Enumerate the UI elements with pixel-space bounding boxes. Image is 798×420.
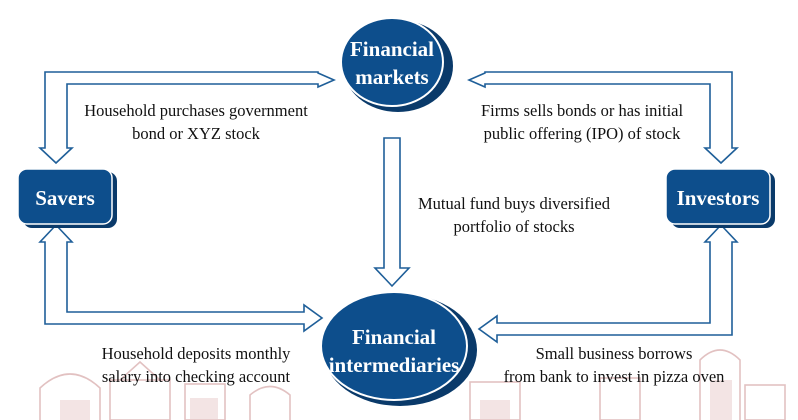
edge-label-markets-investors-line2: public offering (IPO) of stock — [484, 124, 681, 143]
edge-label-savers-markets-line2: bond or XYZ stock — [132, 124, 261, 143]
node-financial-intermediaries: Financial intermediaries — [320, 291, 477, 406]
edge-label-markets-intermediaries: Mutual fund buys diversified portfolio o… — [418, 194, 611, 236]
edge-label-intermediaries-investors-line2: from bank to invest in pizza oven — [504, 367, 725, 386]
edge-label-intermediaries-investors-line1: Small business borrows — [536, 344, 693, 363]
node-investors-label: Investors — [677, 186, 760, 210]
edge-label-savers-markets: Household purchases government bond or X… — [84, 101, 308, 143]
node-financial-markets-line2: markets — [355, 65, 428, 89]
watermark-skyline-fill — [60, 380, 732, 420]
edge-label-intermediaries-investors: Small business borrows from bank to inve… — [504, 344, 725, 386]
node-financial-markets-line1: Financial — [350, 37, 434, 61]
arrow-markets-intermediaries — [373, 137, 411, 288]
node-financial-intermediaries-line2: intermediaries — [329, 353, 460, 377]
node-savers: Savers — [17, 168, 117, 228]
node-financial-markets: Financial markets — [340, 17, 453, 112]
edge-label-markets-investors: Firms sells bonds or has initial public … — [481, 101, 684, 143]
edge-label-markets-intermediaries-line1: Mutual fund buys diversified — [418, 194, 611, 213]
edge-label-savers-intermediaries: Household deposits monthly salary into c… — [102, 344, 292, 386]
watermark-skyline — [39, 349, 786, 420]
node-investors: Investors — [665, 168, 775, 228]
node-savers-label: Savers — [35, 186, 95, 210]
node-financial-intermediaries-line1: Financial — [352, 325, 436, 349]
edge-label-savers-intermediaries-line2: salary into checking account — [102, 367, 291, 386]
edge-label-savers-markets-line1: Household purchases government — [84, 101, 308, 120]
arrow-savers-intermediaries — [38, 223, 324, 333]
arrow-savers-markets — [37, 71, 336, 165]
arrow-markets-investors — [467, 71, 740, 165]
arrow-intermediaries-investors — [477, 223, 739, 344]
edge-label-savers-intermediaries-line1: Household deposits monthly — [102, 344, 292, 363]
edge-label-markets-intermediaries-line2: portfolio of stocks — [454, 217, 575, 236]
edge-label-markets-investors-line1: Firms sells bonds or has initial — [481, 101, 684, 120]
